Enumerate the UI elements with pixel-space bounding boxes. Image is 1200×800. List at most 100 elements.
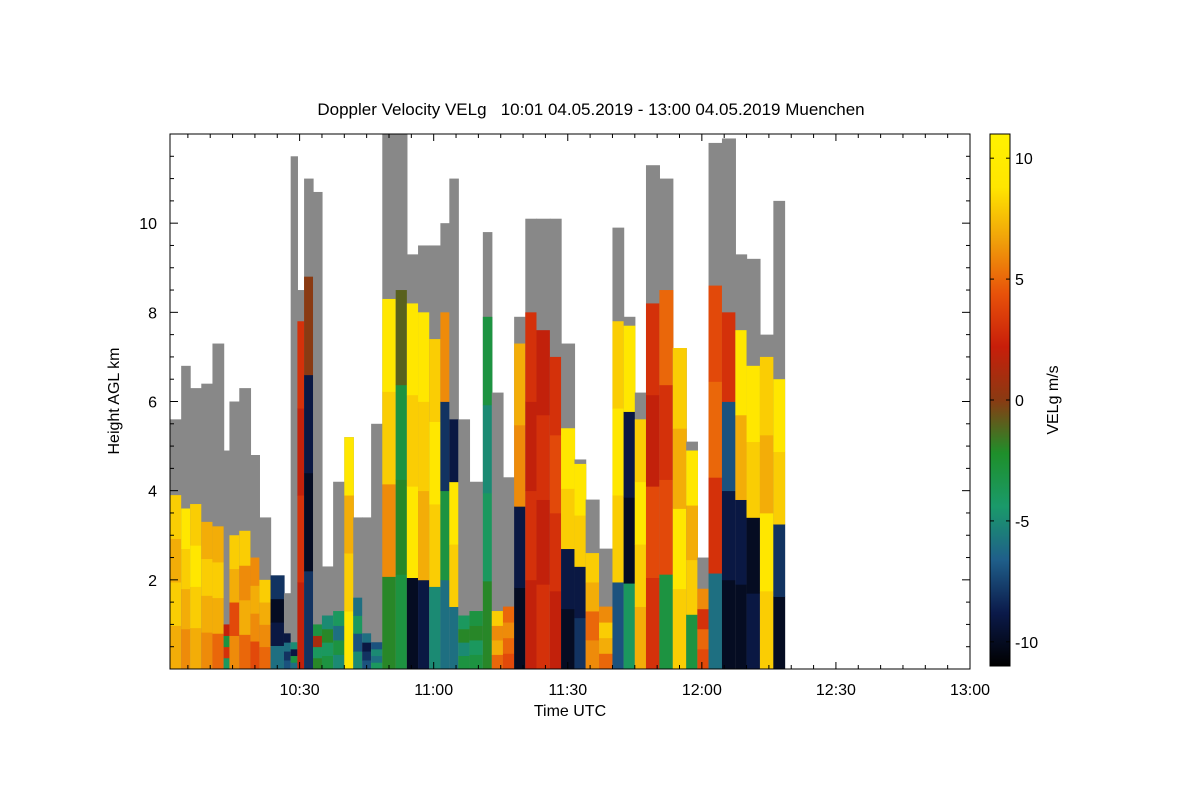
colorbar-tick-label: -5 (1015, 514, 1029, 531)
velocity-cell (721, 579, 736, 669)
velocity-cell (321, 628, 334, 643)
velocity-cell (270, 622, 285, 646)
velocity-cell (382, 576, 397, 669)
velocity-cell (561, 488, 576, 550)
time-segment (313, 191, 323, 669)
velocity-cell (599, 622, 614, 639)
velocity-cell (458, 615, 471, 630)
velocity-cell (491, 625, 504, 641)
velocity-cell (612, 582, 625, 669)
velocity-cell (321, 615, 334, 630)
time-segment (645, 165, 660, 669)
velocity-cell (514, 343, 526, 426)
velocity-cell (549, 356, 562, 436)
velocity-cell (395, 290, 408, 386)
colorbar-ticks: 10 5 0 -5 -10 (990, 151, 1038, 652)
velocity-cell (344, 437, 354, 496)
velocity-cell (491, 654, 504, 669)
velocity-cell (382, 483, 397, 577)
velocity-cell (181, 628, 191, 669)
velocity-cell (270, 645, 285, 669)
velocity-cell (449, 606, 459, 669)
time-segment (181, 365, 191, 669)
velocity-cell (585, 553, 600, 583)
velocity-cell (721, 401, 736, 492)
time-segment (482, 232, 493, 669)
velocity-cell (283, 633, 292, 643)
velocity-cell (759, 356, 774, 436)
velocity-cell (645, 303, 660, 396)
time-segment (290, 156, 298, 669)
velocity-cell (353, 615, 363, 634)
velocity-cell (746, 517, 761, 594)
colorbar-label: VELg m/s (1045, 365, 1062, 434)
velocity-cell (406, 303, 419, 396)
velocity-cell (429, 586, 441, 669)
time-segment (708, 142, 723, 669)
velocity-cell (440, 312, 450, 402)
velocity-cell (672, 348, 687, 429)
velocity-cell (170, 625, 182, 669)
velocity-cell (418, 579, 430, 669)
velocity-cell (321, 655, 334, 669)
velocity-cell (304, 472, 314, 572)
time-segment (440, 223, 450, 669)
velocity-cell (313, 624, 323, 636)
velocity-cell (259, 602, 272, 625)
time-segment (362, 517, 372, 669)
velocity-cell (181, 588, 191, 630)
velocity-cell (773, 379, 786, 453)
velocity-cell (458, 642, 471, 657)
velocity-cell (536, 584, 551, 669)
velocity-cell (250, 585, 260, 614)
velocity-cell (229, 535, 240, 570)
time-segment (623, 316, 636, 669)
time-segment (212, 343, 225, 669)
velocity-cell (525, 401, 538, 492)
velocity-cell (223, 635, 231, 648)
velocity-cell (313, 657, 323, 669)
velocity-cell (458, 628, 471, 643)
velocity-cell (458, 655, 471, 669)
velocity-cell (313, 635, 323, 648)
velocity-cell (759, 590, 774, 669)
velocity-cell (304, 276, 314, 376)
time-segment (536, 218, 551, 669)
time-segment (599, 548, 614, 669)
velocity-cell (482, 492, 493, 582)
velocity-cell (212, 526, 225, 563)
time-segment (270, 575, 285, 669)
velocity-cell (659, 290, 674, 386)
velocity-cell (449, 481, 459, 545)
velocity-cell (395, 384, 408, 480)
velocity-cell (735, 330, 748, 416)
velocity-cell (429, 339, 441, 422)
velocity-cell (623, 325, 636, 412)
velocity-cell (223, 646, 231, 659)
velocity-cell (239, 565, 252, 601)
velocity-cell (672, 588, 687, 669)
velocity-cell (686, 450, 698, 506)
velocity-cell (746, 593, 761, 669)
velocity-cell (735, 584, 748, 669)
velocity-cell (290, 662, 298, 669)
velocity-cell (344, 611, 354, 669)
time-segment (259, 517, 272, 669)
velocity-cell (406, 486, 419, 579)
velocity-cell (313, 646, 323, 659)
velocity-cell (229, 568, 240, 603)
velocity-cell (353, 651, 363, 669)
time-segment (250, 455, 260, 669)
velocity-cell (585, 611, 600, 641)
velocity-cell (599, 637, 614, 654)
time-segment (283, 593, 292, 669)
time-segment (561, 343, 576, 669)
velocity-cell (333, 611, 345, 626)
velocity-cell (283, 642, 292, 652)
time-segment (239, 388, 252, 669)
velocity-cell (382, 298, 397, 392)
velocity-cell (201, 521, 214, 560)
time-segment (406, 254, 419, 669)
velocity-cell (574, 566, 587, 619)
x-axis-label: Time UTC (534, 703, 606, 720)
